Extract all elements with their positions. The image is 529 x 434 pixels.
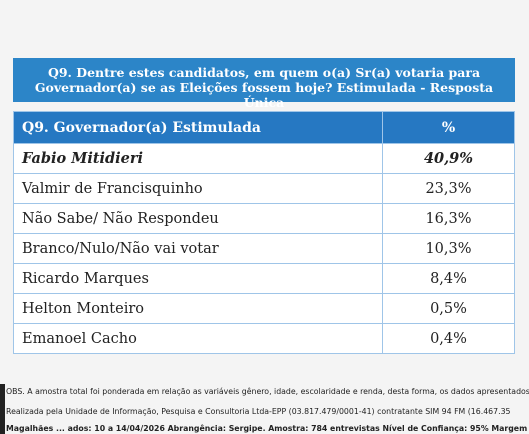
- dark-edge: [0, 384, 5, 434]
- question-banner: Q9. Dentre estes candidatos, em quem o(a…: [13, 58, 515, 110]
- footer-note: Realizada pela Unidade de Informação, Pe…: [6, 407, 511, 416]
- percentage: 8,4%: [382, 263, 515, 294]
- column-header: %: [382, 111, 515, 144]
- table-row: Helton Monteiro 0,5%: [13, 293, 515, 324]
- table-body: Fabio Mitidieri 40,9% Valmir de Francisqui…: [13, 143, 515, 354]
- candidate-name: Emanoel Cacho: [13, 323, 383, 354]
- candidate-name: Não Sabe/ Não Respondeu: [13, 203, 383, 234]
- table-row: Não Sabe/ Não Respondeu 16,3%: [13, 203, 515, 234]
- banner-line: Q9. Dentre estes candidatos, em quem o(a…: [47, 65, 481, 80]
- table-header-row: Q9. Governador(a) Estimulada %: [13, 111, 515, 144]
- percentage: 0,4%: [382, 323, 515, 354]
- percentage: 40,9%: [382, 143, 515, 174]
- table-row: Branco/Nulo/Não vai votar 10,3%: [13, 233, 515, 264]
- results-table: Q9. Governador(a) Estimulada % Fabio Mit…: [13, 111, 515, 354]
- table-row: Valmir de Francisquinho 23,3%: [13, 173, 515, 204]
- table-row: Emanoel Cacho 0,4%: [13, 323, 515, 354]
- candidate-name: Ricardo Marques: [13, 263, 383, 294]
- percentage: 23,3%: [382, 173, 515, 204]
- percentage: 16,3%: [382, 203, 515, 234]
- candidate-name: Branco/Nulo/Não vai votar: [13, 233, 383, 264]
- percentage: 0,5%: [382, 293, 515, 324]
- banner-line: Governador(a) se as Eleições fossem hoje…: [34, 80, 494, 110]
- footer-note: Magalhães ... ados: 10 a 14/04/2026 Abra…: [6, 424, 528, 433]
- column-header: Q9. Governador(a) Estimulada: [13, 111, 383, 144]
- percentage: 10,3%: [382, 233, 515, 264]
- candidate-name: Valmir de Francisquinho: [13, 173, 383, 204]
- table-row: Fabio Mitidieri 40,9%: [13, 143, 515, 174]
- table-row: Ricardo Marques 8,4%: [13, 263, 515, 294]
- candidate-name: Fabio Mitidieri: [13, 143, 383, 174]
- candidate-name: Helton Monteiro: [13, 293, 383, 324]
- footer-note: OBS. A amostra total foi ponderada em re…: [6, 387, 529, 396]
